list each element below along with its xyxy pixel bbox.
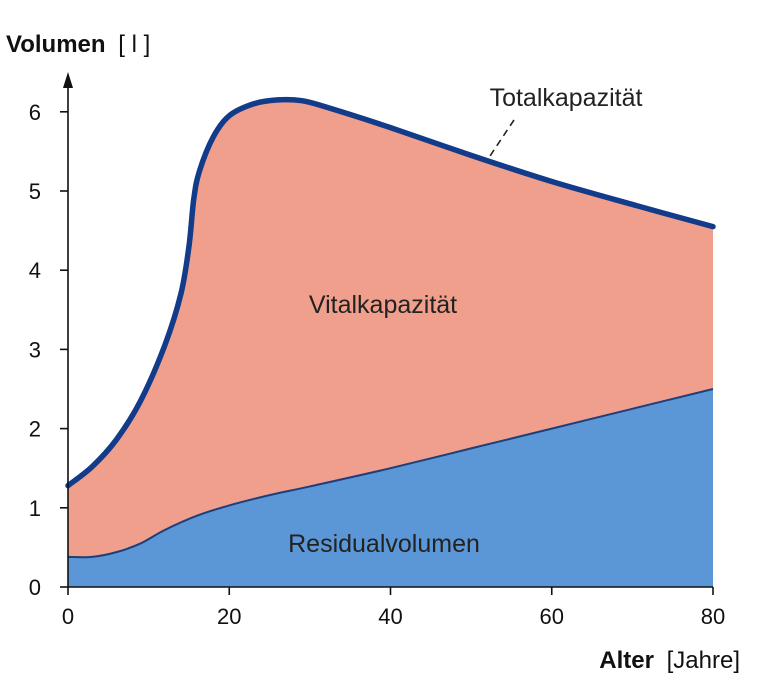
total-capacity-line: [65, 96, 716, 489]
x-tick-label: 60: [540, 604, 564, 629]
y-axis-title: Volumen [ l ]: [6, 31, 150, 58]
vital-capacity-label: Vitalkapazität: [309, 291, 457, 319]
x-axis-title-bold: Alter: [599, 647, 654, 674]
y-tick-label: 4: [29, 258, 41, 283]
y-tick-label: 0: [29, 575, 41, 600]
y-axis-arrow: [63, 72, 73, 88]
residual-volume-line: [67, 388, 714, 559]
x-tick-label: 80: [701, 604, 725, 629]
total-capacity-leader: [489, 119, 515, 157]
x-axis-title: Alter [Jahre]: [599, 647, 740, 674]
residual-volume-area: [68, 389, 713, 587]
y-tick-label: 1: [29, 496, 41, 521]
x-tick-label: 20: [217, 604, 241, 629]
x-tick-label: 0: [62, 604, 74, 629]
y-axis-title-unit: [ l ]: [118, 31, 150, 58]
chart-areas: [65, 96, 716, 587]
x-tick-label: 40: [378, 604, 402, 629]
y-tick-label: 2: [29, 417, 41, 442]
residual-volume-label: Residualvolumen: [288, 530, 480, 558]
total-capacity-label: Totalkapazität: [490, 84, 643, 112]
x-axis-title-unit: [Jahre]: [667, 647, 740, 674]
y-axis-title-bold: Volumen: [6, 31, 106, 58]
y-tick-label: 3: [29, 337, 41, 362]
y-tick-label: 5: [29, 179, 41, 204]
y-tick-label: 6: [29, 100, 41, 125]
